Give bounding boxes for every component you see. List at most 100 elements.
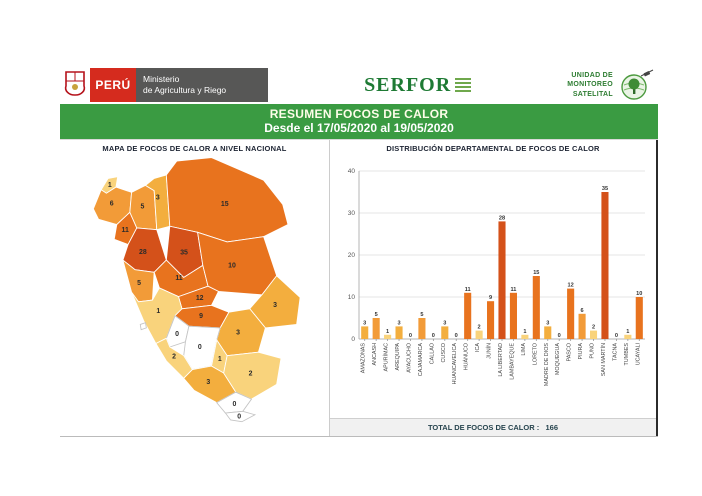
- svg-text:30: 30: [348, 210, 356, 217]
- content-panels: MAPA DE FOCOS DE CALOR A NIVEL NACIONAL …: [60, 139, 658, 437]
- svg-text:20: 20: [348, 252, 356, 259]
- map-region-value: 3: [155, 195, 159, 202]
- map-region-value: 12: [195, 295, 203, 302]
- svg-text:1: 1: [386, 329, 389, 335]
- ministry-line1: Ministerio: [143, 74, 180, 85]
- svg-text:ICA: ICA: [475, 343, 481, 352]
- map-region-value: 0: [237, 413, 241, 420]
- svg-text:CAJAMARCA: CAJAMARCA: [418, 343, 424, 377]
- minagri-logo: PERÚ Ministerio de Agricultura y Riego: [60, 68, 268, 102]
- map-region-value: 3: [236, 329, 240, 336]
- total-value: 166: [545, 423, 559, 432]
- svg-text:0: 0: [558, 333, 561, 339]
- svg-text:5: 5: [420, 312, 423, 318]
- total-label: TOTAL DE FOCOS DE CALOR :: [427, 423, 540, 432]
- map-region-value: 11: [175, 275, 182, 282]
- svg-text:11: 11: [510, 287, 516, 293]
- map-region-value: 1: [107, 182, 111, 189]
- map-region-value: 0: [232, 401, 236, 408]
- svg-text:15: 15: [533, 270, 539, 276]
- svg-text:AREQUIPA: AREQUIPA: [395, 343, 401, 371]
- svg-text:AMAZONAS: AMAZONAS: [361, 343, 367, 374]
- svg-text:11: 11: [465, 287, 471, 293]
- svg-text:PUNO: PUNO: [590, 343, 596, 359]
- svg-text:28: 28: [499, 215, 505, 221]
- tree-satellite-icon: [621, 69, 654, 100]
- map-region-value: 10: [228, 263, 236, 270]
- ministry-name: Ministerio de Agricultura y Riego: [136, 68, 268, 102]
- svg-text:6: 6: [581, 308, 584, 314]
- report-title: RESUMEN FOCOS DE CALOR: [269, 107, 449, 121]
- map-region: [224, 410, 256, 423]
- svg-text:JUNÍN: JUNÍN: [486, 343, 493, 359]
- map-region: [154, 337, 193, 379]
- map-region-value: 9: [199, 313, 203, 320]
- report-date-range: Desde el 17/05/2020 al 19/05/2020: [264, 121, 454, 135]
- map-region: [139, 322, 147, 331]
- report-document: PERÚ Ministerio de Agricultura y Riego S…: [60, 66, 658, 437]
- svg-text:MADRE DE DIOS: MADRE DE DIOS: [544, 343, 550, 387]
- unit-line1: UNIDAD DE: [571, 72, 613, 80]
- svg-text:MOQUEGUA: MOQUEGUA: [555, 343, 561, 375]
- map-region-value: 0: [197, 344, 201, 351]
- chart-panel: DISTRIBUCIÓN DEPARTAMENTAL DE FOCOS DE C…: [330, 140, 658, 436]
- svg-text:HUANCAVELICA: HUANCAVELICA: [452, 343, 458, 385]
- peru-coat-of-arms-icon: [60, 68, 90, 102]
- svg-text:40: 40: [348, 168, 356, 175]
- svg-text:PIURA: PIURA: [578, 343, 584, 360]
- svg-text:PASCO: PASCO: [567, 343, 573, 361]
- map-region-value: 35: [180, 249, 188, 256]
- svg-text:12: 12: [568, 283, 574, 289]
- map-region: [215, 391, 252, 414]
- chart-title: DISTRIBUCIÓN DEPARTAMENTAL DE FOCOS DE C…: [386, 144, 600, 153]
- map-region: [222, 351, 281, 400]
- svg-text:LA LIBERTAD: LA LIBERTAD: [498, 343, 504, 377]
- map-region-value: 1: [156, 308, 160, 315]
- svg-text:9: 9: [489, 295, 492, 301]
- svg-text:SAN MARTÍN: SAN MARTÍN: [600, 343, 607, 376]
- map-region-value: 5: [140, 204, 144, 211]
- svg-text:ANCASH: ANCASH: [372, 343, 378, 366]
- svg-text:APURÍMAC: APURÍMAC: [383, 343, 390, 372]
- map-region-value: 6: [109, 201, 113, 208]
- svg-text:10: 10: [348, 294, 356, 301]
- svg-text:3: 3: [546, 320, 549, 326]
- svg-text:1: 1: [626, 329, 629, 335]
- svg-text:10: 10: [636, 291, 642, 297]
- serfor-logo-lines-icon: [455, 78, 472, 92]
- serfor-wordmark: SERFOR: [364, 73, 452, 96]
- svg-text:5: 5: [375, 312, 378, 318]
- svg-text:2: 2: [478, 325, 481, 331]
- svg-text:3: 3: [443, 320, 446, 326]
- svg-text:TACNA: TACNA: [612, 343, 618, 361]
- peru-label: PERÚ: [95, 78, 131, 92]
- svg-text:3: 3: [397, 320, 400, 326]
- svg-text:UCAYALI: UCAYALI: [635, 343, 641, 365]
- peru-wordmark: PERÚ: [90, 68, 136, 102]
- map-region-value: 11: [121, 227, 128, 234]
- svg-text:2: 2: [592, 325, 595, 331]
- map-region-value: 0: [175, 331, 179, 338]
- map-region-value: 3: [206, 379, 210, 386]
- svg-text:LIMA: LIMA: [521, 343, 527, 356]
- svg-text:0: 0: [351, 336, 355, 343]
- svg-text:0: 0: [615, 333, 618, 339]
- svg-text:0: 0: [455, 333, 458, 339]
- ministry-line2: de Agricultura y Riego: [143, 85, 227, 95]
- svg-text:AYACUCHO: AYACUCHO: [406, 343, 412, 373]
- map-region-value: 15: [220, 201, 228, 208]
- map-region-value: 2: [248, 371, 252, 378]
- report-title-banner: RESUMEN FOCOS DE CALOR Desde el 17/05/20…: [60, 104, 658, 139]
- svg-text:CUSCO: CUSCO: [441, 343, 447, 362]
- svg-text:LORETO: LORETO: [532, 343, 538, 365]
- map-region: [196, 231, 277, 296]
- svg-text:0: 0: [432, 333, 435, 339]
- unit-line2: MONITOREO: [567, 81, 613, 89]
- svg-text:3: 3: [363, 320, 366, 326]
- departments-bar-chart: 0102030403AMAZONAS5ANCASH1APURÍMAC3AREQU…: [348, 168, 645, 387]
- total-strip: TOTAL DE FOCOS DE CALOR : 166: [330, 418, 656, 436]
- map-region-value: 5: [137, 280, 141, 287]
- satellite-monitoring-unit-logo: UNIDAD DE MONITOREO SATELITAL: [567, 68, 658, 102]
